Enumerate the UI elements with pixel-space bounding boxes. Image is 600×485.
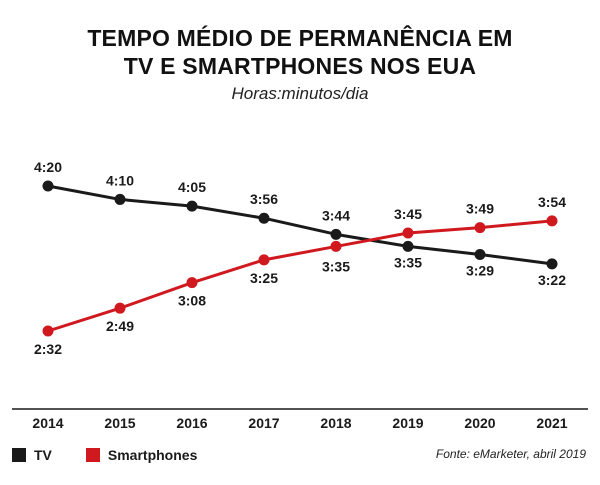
legend-swatch-smartphones	[85, 448, 100, 462]
data-label-smartphones-2017: 3:25	[250, 270, 278, 286]
data-point-tv-2021	[546, 258, 558, 270]
chart-subtitle: Horas:minutos/dia	[231, 84, 369, 103]
data-label-smartphones-2021: 3:54	[538, 194, 566, 210]
x-tick-label-2019: 2019	[392, 415, 423, 431]
chart-title: TEMPO MÉDIO DE PERMANÊNCIA EM	[87, 25, 513, 51]
chart-title-line2: TV E SMARTPHONES NOS EUA	[123, 53, 477, 79]
x-tick-label-2014: 2014	[32, 415, 63, 431]
data-point-smartphones-2014	[42, 325, 54, 337]
data-label-tv-2017: 3:56	[250, 191, 278, 207]
legend-label-smartphones: Smartphones	[107, 447, 198, 463]
data-label-smartphones-2019: 3:45	[394, 206, 422, 222]
data-label-smartphones-2014: 2:32	[34, 341, 62, 357]
data-label-tv-2021: 3:22	[538, 272, 566, 288]
legend: TV Smartphones	[12, 447, 231, 463]
x-tick-label-2020: 2020	[464, 415, 495, 431]
data-point-smartphones-2019	[402, 227, 414, 239]
x-tick-label-2018: 2018	[320, 415, 351, 431]
data-point-smartphones-2016	[186, 277, 198, 289]
data-point-smartphones-2020	[474, 222, 486, 234]
data-point-smartphones-2018	[330, 240, 342, 252]
data-point-tv-2014	[42, 180, 54, 192]
data-point-tv-2019	[402, 240, 414, 252]
data-point-tv-2018	[330, 228, 342, 240]
series-line-smartphones	[47, 219, 553, 333]
legend-item-tv: TV	[12, 447, 52, 463]
data-label-tv-2015: 4:10	[106, 172, 134, 188]
legend-item-smartphones: Smartphones	[85, 447, 198, 463]
series-line-tv	[47, 184, 553, 266]
data-point-smartphones-2021	[546, 215, 558, 227]
data-point-tv-2015	[114, 193, 126, 205]
x-tick-label-2017: 2017	[248, 415, 279, 431]
data-point-tv-2016	[186, 200, 198, 212]
data-label-tv-2016: 4:05	[178, 179, 206, 195]
source-note: Fonte: eMarketer, abril 2019	[435, 447, 586, 461]
legend-swatch-tv	[12, 448, 26, 462]
x-tick-label-2016: 2016	[176, 415, 207, 431]
data-label-smartphones-2020: 3:49	[466, 201, 494, 217]
data-label-tv-2018: 3:44	[322, 207, 350, 223]
data-point-smartphones-2015	[114, 302, 126, 314]
data-label-smartphones-2016: 3:08	[178, 293, 206, 309]
data-label-tv-2020: 3:29	[466, 262, 494, 278]
data-label-smartphones-2018: 3:35	[322, 258, 350, 274]
data-label-smartphones-2015: 2:49	[106, 318, 134, 334]
data-point-tv-2017	[258, 212, 270, 224]
data-label-tv-2019: 3:35	[394, 254, 422, 270]
legend-label-tv: TV	[34, 447, 52, 463]
data-label-tv-2014: 4:20	[34, 159, 62, 175]
data-point-tv-2020	[474, 248, 486, 260]
x-tick-label-2021: 2021	[536, 415, 567, 431]
data-point-smartphones-2017	[258, 254, 270, 266]
x-tick-label-2015: 2015	[104, 415, 135, 431]
